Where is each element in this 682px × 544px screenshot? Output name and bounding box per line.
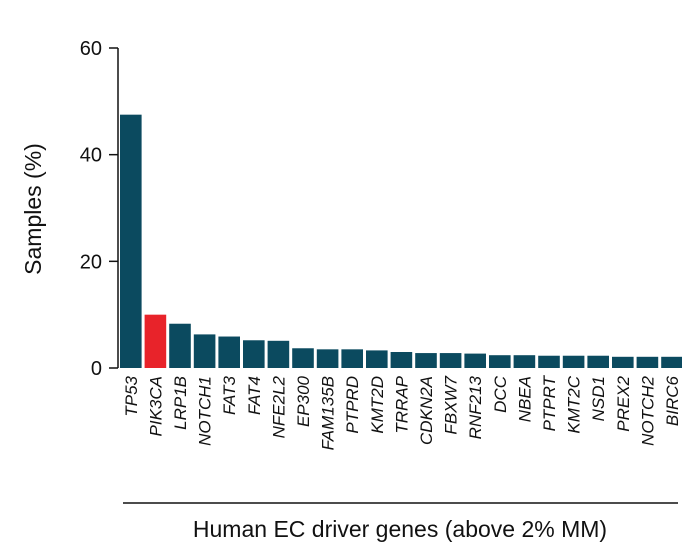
x-tick-label-notch2: NOTCH2 bbox=[638, 375, 657, 445]
x-tick-label-rnf213: RNF213 bbox=[466, 375, 485, 439]
x-tick-label-cdkn2a: CDKN2A bbox=[417, 376, 436, 445]
x-tick-label-fat4: FAT4 bbox=[245, 376, 264, 415]
bar-ptprt bbox=[538, 355, 560, 368]
x-tick-label-birc6: BIRC6 bbox=[663, 375, 682, 426]
bar-prex2 bbox=[612, 356, 634, 368]
bar-birc6 bbox=[661, 356, 682, 368]
x-tick-label-nbea: NBEA bbox=[515, 376, 534, 422]
bar-ep300 bbox=[292, 348, 314, 368]
bar-kmt2d bbox=[366, 350, 388, 368]
x-tick-label-pik3ca: PIK3CA bbox=[146, 376, 165, 436]
x-tick-label-prex2: PREX2 bbox=[614, 375, 633, 431]
x-tick-label-lrp1b: LRP1B bbox=[171, 376, 190, 430]
y-tick-label: 0 bbox=[91, 358, 102, 380]
bar-nbea bbox=[513, 355, 536, 368]
y-axis-title: Samples (%) bbox=[20, 143, 46, 275]
x-tick-label-fat3: FAT3 bbox=[220, 375, 239, 415]
bar-fat3 bbox=[218, 336, 240, 368]
y-tick-label: 20 bbox=[80, 251, 102, 273]
bar-fam135b bbox=[316, 349, 339, 368]
x-tick-label-ep300: EP300 bbox=[294, 375, 313, 427]
bar-cdkn2a bbox=[415, 353, 437, 368]
bar-notch2 bbox=[636, 356, 659, 368]
bar-nsd1 bbox=[587, 355, 609, 368]
bar-notch1 bbox=[193, 334, 216, 368]
x-tick-label-tp53: TP53 bbox=[122, 375, 141, 416]
x-tick-label-trrap: TRRAP bbox=[392, 375, 411, 433]
bar-dcc bbox=[489, 355, 511, 368]
bar-tp53 bbox=[120, 114, 142, 368]
x-axis-title: Human EC driver genes (above 2% MM) bbox=[193, 516, 607, 542]
bar-trrap bbox=[390, 352, 413, 368]
x-tick-label-kmt2c: KMT2C bbox=[565, 375, 584, 433]
y-tick-label: 40 bbox=[80, 145, 102, 167]
x-tick-label-nsd1: NSD1 bbox=[589, 376, 608, 421]
x-tick-label-ptprt: PTPRT bbox=[540, 374, 559, 431]
bar-fbxw7 bbox=[439, 353, 462, 368]
bar-rnf213 bbox=[464, 353, 486, 368]
x-tick-labels: TP53 PIK3CA LRP1B NOTCH1 FAT3 FAT4 NFE2L2 EP300… bbox=[122, 374, 682, 450]
bar-kmt2c bbox=[562, 355, 585, 368]
x-tick-label-fbxw7: FBXW7 bbox=[442, 375, 461, 434]
x-tick-label-kmt2d: KMT2D bbox=[368, 376, 387, 434]
x-tick-label-dcc: DCC bbox=[491, 375, 510, 413]
x-tick-label-notch1: NOTCH1 bbox=[196, 376, 215, 446]
bar-lrp1b bbox=[169, 323, 191, 368]
x-tick-label-ptprd: PTPRD bbox=[343, 376, 362, 434]
bar-nfe2l2 bbox=[267, 340, 290, 368]
bar-ptprd bbox=[341, 349, 363, 368]
bar-pik3ca bbox=[144, 314, 167, 368]
x-tick-label-fam135b: FAM135B bbox=[319, 376, 338, 450]
x-tick-label-nfe2l2: NFE2L2 bbox=[269, 375, 288, 438]
bars-group bbox=[120, 114, 682, 368]
y-axis: 0 20 40 60 bbox=[80, 38, 119, 380]
y-tick-label: 60 bbox=[80, 38, 102, 60]
bar-fat4 bbox=[243, 340, 265, 368]
